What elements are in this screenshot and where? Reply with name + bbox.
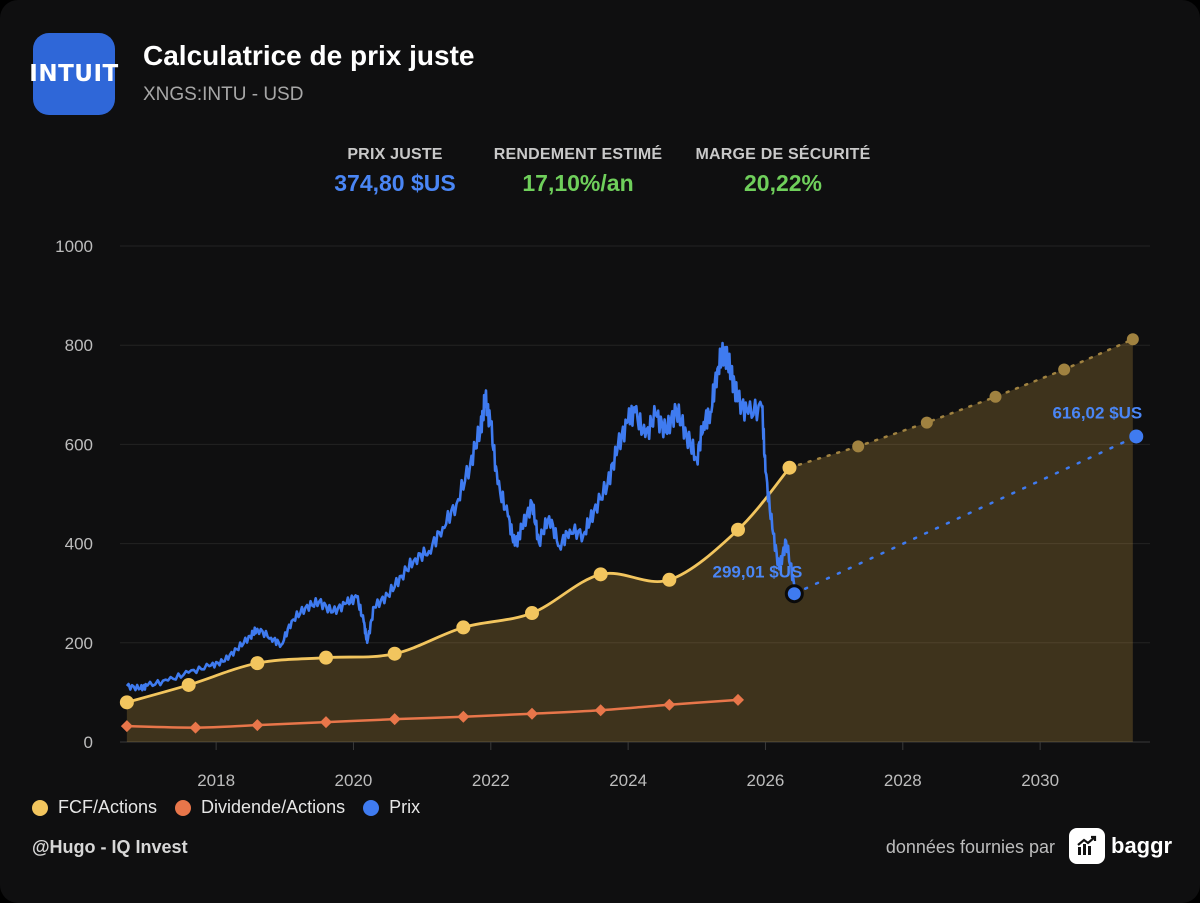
chart-legend: FCF/Actions Dividende/Actions Prix — [32, 797, 420, 818]
metric-label: MARGE DE SÉCURITÉ — [695, 146, 871, 163]
metric-fair-price: PRIX JUSTE 374,80 $US — [310, 146, 480, 197]
ticker-subtitle: XNGS:INTU - USD — [143, 84, 304, 105]
dividend-point — [320, 716, 332, 729]
logo-text: INTUIT — [29, 61, 119, 87]
fcf-point — [593, 567, 608, 582]
price-line — [125, 341, 796, 692]
metric-safety-margin: MARGE DE SÉCURITÉ 20,22% — [688, 146, 878, 197]
x-tick-label: 2018 — [197, 771, 235, 790]
fcf-point — [319, 650, 333, 665]
y-tick-label: 600 — [65, 435, 93, 454]
metric-value: 17,10%/an — [522, 170, 634, 196]
fcf-projection-point — [989, 390, 1002, 403]
y-tick-label: 1000 — [55, 237, 93, 256]
baggr-icon — [1069, 828, 1105, 864]
dividend-point — [594, 704, 607, 717]
fcf-point — [387, 646, 402, 661]
x-tick-label: 2026 — [747, 771, 785, 790]
dividend-point — [189, 721, 202, 734]
author-credit: @Hugo - IQ Invest — [32, 837, 188, 857]
legend-label: FCF/Actions — [58, 797, 158, 817]
metric-label: RENDEMENT ESTIMÉ — [493, 146, 663, 163]
page-title: Calculatrice de prix juste — [143, 40, 475, 71]
current-price-point — [784, 584, 804, 604]
fcf-projection-line — [788, 337, 1135, 469]
legend-dot-fcf — [32, 799, 48, 816]
dividend-point — [388, 713, 401, 726]
fcf-point — [731, 522, 745, 537]
dividend-point — [120, 720, 133, 733]
y-tick-label: 0 — [84, 733, 93, 752]
fcf-point — [181, 677, 196, 692]
fcf-projection-point — [920, 416, 933, 429]
current-price-label: 299,01 $US — [713, 563, 803, 582]
x-tick-label: 2022 — [472, 771, 510, 790]
x-tick-label: 2024 — [609, 771, 647, 790]
legend-label: Dividende/Actions — [201, 797, 346, 817]
fcf-point — [525, 606, 539, 621]
y-tick-label: 200 — [65, 634, 93, 653]
y-tick-label: 400 — [65, 535, 93, 554]
dividend-point — [457, 710, 470, 723]
future-price-label: 616,02 $US — [1052, 403, 1142, 422]
fcf-point — [119, 695, 134, 710]
x-tick-label: 2030 — [1021, 771, 1059, 790]
fcf-projection-point — [1058, 363, 1071, 376]
fcf-area — [126, 339, 1133, 742]
legend-item-fcf[interactable]: FCF/Actions — [32, 797, 157, 818]
fcf-point — [456, 620, 471, 635]
data-source-label: données fournies par — [885, 837, 1055, 857]
metric-value: 374,80 $US — [334, 170, 456, 196]
baggr-name: baggr — [1111, 833, 1173, 858]
fcf-point — [662, 572, 677, 587]
metric-value: 20,22% — [743, 170, 822, 196]
fcf-projection-point — [1126, 333, 1139, 346]
dividend-point — [251, 719, 264, 732]
dividend-point — [732, 693, 744, 706]
fcf-point — [250, 656, 265, 671]
legend-label: Prix — [389, 797, 421, 817]
x-tick-label: 2020 — [335, 771, 373, 790]
x-tick-label: 2028 — [884, 771, 922, 790]
fcf-projection-point — [852, 440, 865, 453]
dividend-point — [663, 698, 676, 711]
legend-item-dividend[interactable]: Dividende/Actions — [175, 797, 345, 818]
intuit-logo: INTUIT — [29, 33, 118, 115]
metric-label: PRIX JUSTE — [347, 146, 443, 163]
legend-item-price[interactable]: Prix — [363, 797, 420, 818]
y-tick-label: 800 — [65, 336, 93, 355]
price-projection-line — [793, 435, 1138, 595]
dividend-point — [526, 707, 538, 720]
metric-estimated-return: RENDEMENT ESTIMÉ 17,10%/an — [480, 146, 676, 197]
legend-dot-dividend — [175, 799, 192, 816]
legend-dot-price — [363, 799, 380, 816]
fcf-point — [782, 460, 797, 475]
baggr-brand[interactable]: baggr — [1069, 828, 1172, 864]
future-price-point — [1129, 429, 1144, 444]
dividend-line — [126, 698, 739, 729]
